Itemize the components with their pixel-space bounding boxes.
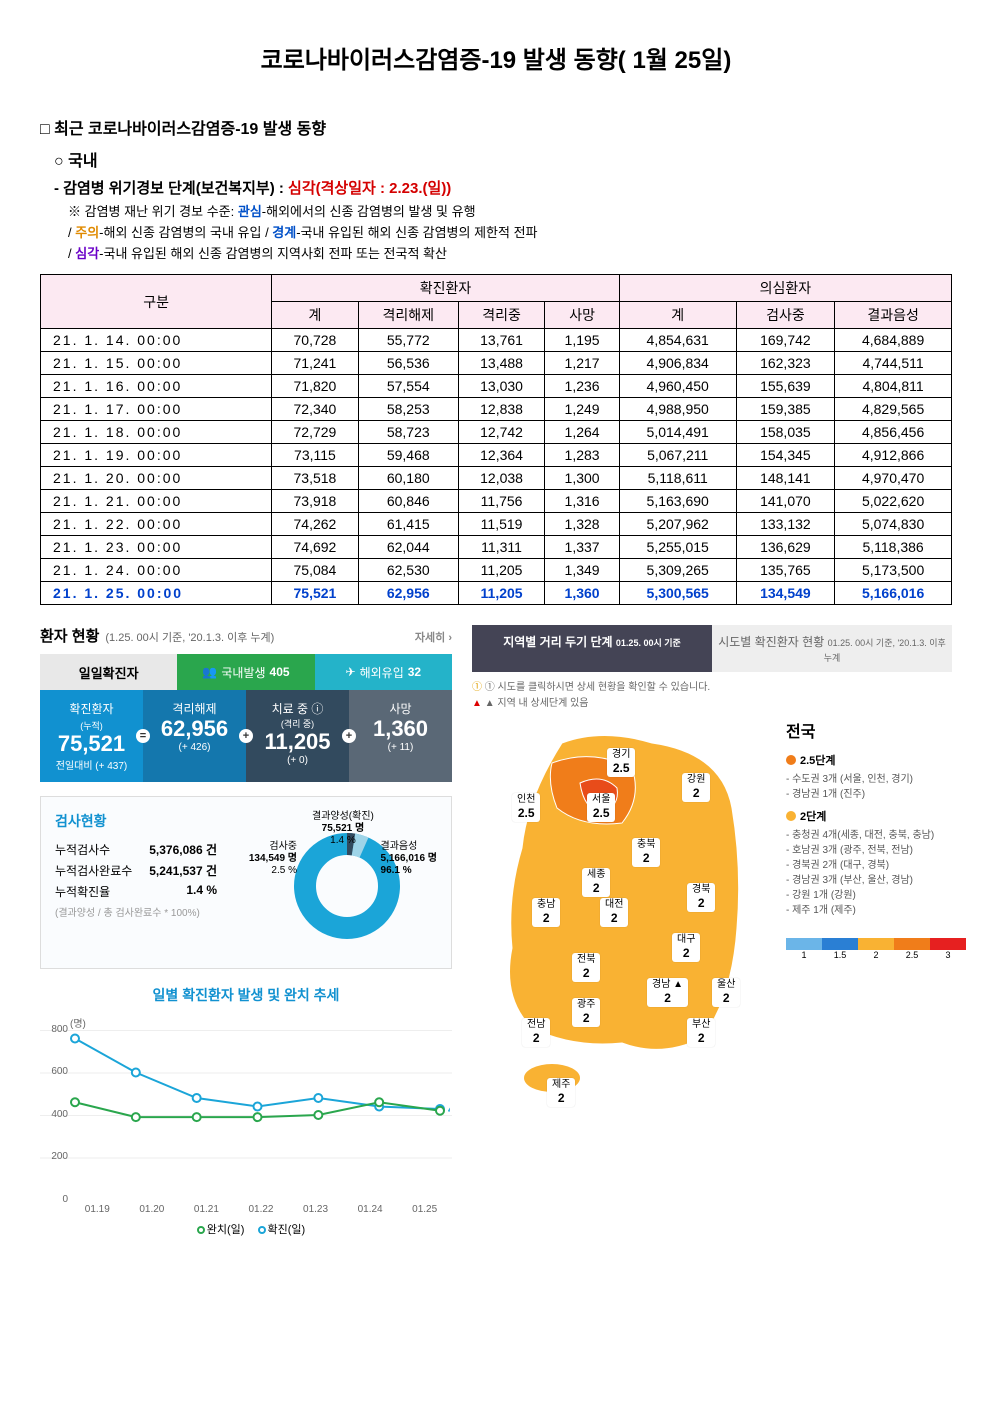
plus-icon: + bbox=[239, 729, 253, 743]
trend-panel: 일별 확진환자 발생 및 완치 추세 (명) 428 8006004002000… bbox=[40, 985, 452, 1237]
detail-link[interactable]: 자세히 › bbox=[415, 629, 452, 645]
trend-y-label: (명) bbox=[70, 1015, 452, 1030]
stat-confirmed: 확진환자 (누적) 75,521 전일대비 (+ 437) = bbox=[40, 690, 143, 781]
test-title: 검사현황 bbox=[55, 811, 217, 831]
tab-distancing[interactable]: 지역별 거리 두기 단계 01.25. 00시 기준 bbox=[472, 625, 712, 672]
legend-list-2: - 충청권 4개(세종, 대전, 충북, 충남)- 호남권 3개 (광주, 전북… bbox=[786, 828, 966, 918]
level-4: 심각 bbox=[75, 246, 99, 261]
level-4-desc: -국내 유입된 해외 신종 감염병의 지역사회 전파 또는 전국적 확산 bbox=[99, 246, 447, 261]
region-label[interactable]: 부산2 bbox=[687, 1018, 715, 1046]
daily-domestic: 👥 국내발생 405 bbox=[177, 654, 314, 690]
col-confirmed: 확진환자 bbox=[272, 275, 620, 302]
legend-cure-dot bbox=[197, 1226, 205, 1234]
alert-prefix: - 감염병 위기경보 단계(보건복지부) : bbox=[54, 180, 288, 197]
svg-text:428: 428 bbox=[448, 1104, 450, 1116]
col-deaths: 사망 bbox=[545, 302, 620, 329]
region-label[interactable]: 전남2 bbox=[522, 1018, 550, 1046]
section-heading: □ 최근 코로나바이러스감염증-19 발생 동향 bbox=[40, 115, 952, 139]
alert-level: 심각(격상일자 : 2.23.(일)) bbox=[288, 180, 451, 197]
col-total: 계 bbox=[272, 302, 359, 329]
trend-title: 일별 확진환자 발생 및 완치 추세 bbox=[40, 985, 452, 1005]
col-released: 격리해제 bbox=[358, 302, 458, 329]
region-label[interactable]: 경북2 bbox=[687, 883, 715, 911]
table-row: 21. 1. 22. 00:0074,26261,41511,5191,3285… bbox=[41, 513, 952, 536]
table-row: 21. 1. 18. 00:0072,72958,72312,7421,2645… bbox=[41, 421, 952, 444]
col-suspect-total: 계 bbox=[619, 302, 736, 329]
stat-released: 격리해제 62,956 (+ 426) + bbox=[143, 690, 246, 781]
region-label[interactable]: 서울2.5 bbox=[587, 793, 615, 821]
table-row: 21. 1. 15. 00:0071,24156,53613,4881,2174… bbox=[41, 352, 952, 375]
level-1-desc: -해외에서의 신종 감염병의 발생 및 유행 bbox=[262, 204, 476, 219]
col-isolated: 격리중 bbox=[458, 302, 545, 329]
legend-list-25: - 수도권 3개 (서울, 인천, 경기)- 경남권 1개 (진주) bbox=[786, 772, 966, 802]
table-row: 21. 1. 19. 00:0073,11559,46812,3641,2835… bbox=[41, 444, 952, 467]
donut-pos: 결과양성(확진)75,521 명1.4 % bbox=[312, 811, 374, 847]
region-label[interactable]: 세종2 bbox=[582, 868, 610, 896]
col-suspect: 의심환자 bbox=[619, 275, 951, 302]
daily-overseas: ✈ 해외유입 32 bbox=[315, 654, 452, 690]
legend-confirm-dot bbox=[258, 1226, 266, 1234]
region-label[interactable]: 전북2 bbox=[572, 953, 600, 981]
page-title: 코로나바이러스감염증-19 발생 동향( 1월 25일) bbox=[40, 40, 952, 75]
equals-icon: = bbox=[136, 729, 150, 743]
region-label[interactable]: 광주2 bbox=[572, 998, 600, 1026]
col-testing: 검사중 bbox=[736, 302, 835, 329]
map-notes: ① ① 시도를 클릭하시면 상세 현황을 확인할 수 있습니다. ▲ ▲ 지역 … bbox=[472, 680, 952, 712]
test-status-panel: 검사현황 누적검사수5,376,086 건 누적검사완료수5,241,537 건… bbox=[40, 796, 452, 969]
region-label[interactable]: 경남 ▲2 bbox=[647, 978, 688, 1006]
tab-regional[interactable]: 시도별 확진환자 현황 01.25. 00시 기준, '20.1.3. 이후 누… bbox=[712, 625, 952, 672]
table-row: 21. 1. 17. 00:0072,34058,25312,8381,2494… bbox=[41, 398, 952, 421]
plus-icon: + bbox=[342, 729, 356, 743]
level-1: 관심 bbox=[238, 204, 262, 219]
patient-title: 환자 현황 bbox=[40, 625, 99, 646]
map-tabs: 지역별 거리 두기 단계 01.25. 00시 기준 시도별 확진환자 현황 0… bbox=[472, 625, 952, 672]
table-row: 21. 1. 14. 00:0070,72855,77213,7611,1954… bbox=[41, 329, 952, 352]
level-2-desc: -해외 신종 감염병의 국내 유입 / bbox=[99, 225, 272, 240]
stat-treating: 치료 중 ⓘ (격리 중) 11,205 (+ 0) + bbox=[246, 690, 349, 781]
trend-legend: 완치(일) 확진(일) bbox=[40, 1221, 452, 1237]
legend-title: 전국 bbox=[786, 718, 966, 742]
domestic-heading: ○ 국내 bbox=[54, 147, 952, 171]
legend-dot-2 bbox=[786, 811, 796, 821]
region-label[interactable]: 충남2 bbox=[532, 898, 560, 926]
cases-table: 구분 확진환자 의심환자 계 격리해제 격리중 사망 계 검사중 결과음성 21… bbox=[40, 274, 952, 605]
alert-level-line: - 감염병 위기경보 단계(보건복지부) : 심각(격상일자 : 2.23.(일… bbox=[54, 177, 952, 198]
table-row: 21. 1. 21. 00:0073,91860,84611,7561,3165… bbox=[41, 490, 952, 513]
note-head: ※ 감염병 재난 위기 경보 수준: bbox=[68, 204, 234, 219]
level-3: 경계 bbox=[272, 225, 296, 240]
legend-dot-25 bbox=[786, 755, 796, 765]
region-label[interactable]: 강원2 bbox=[682, 773, 710, 801]
map-legend: 전국 2.5단계 - 수도권 3개 (서울, 인천, 경기)- 경남권 1개 (… bbox=[786, 718, 966, 1098]
test-note: (결과양성 / 총 검사완료수 * 100%) bbox=[55, 904, 217, 919]
table-row: 21. 1. 20. 00:0073,51860,18012,0381,3005… bbox=[41, 467, 952, 490]
patient-subtitle: (1.25. 00시 기준, '20.1.3. 이후 누계) bbox=[105, 629, 274, 645]
patient-panel-title: 환자 현황 (1.25. 00시 기준, '20.1.3. 이후 누계) 자세히… bbox=[40, 625, 452, 646]
donut-chart: 결과양성(확진)75,521 명1.4 % 검사중134,549 명2.5 % … bbox=[227, 811, 437, 954]
stat-deaths: 사망 1,360 (+ 11) bbox=[349, 690, 452, 781]
alert-note: ※ 감염병 재난 위기 경보 수준: 관심-해외에서의 신종 감염병의 발생 및… bbox=[68, 202, 952, 264]
region-label[interactable]: 인천2.5 bbox=[512, 793, 540, 821]
table-row: 21. 1. 24. 00:0075,08462,53011,2051,3495… bbox=[41, 559, 952, 582]
level-3-desc: -국내 유입된 해외 신종 감염병의 제한적 전파 bbox=[296, 225, 537, 240]
region-label[interactable]: 경기2.5 bbox=[607, 748, 635, 776]
region-label[interactable]: 대전2 bbox=[600, 898, 628, 926]
region-label[interactable]: 대구2 bbox=[672, 933, 700, 961]
table-row: 21. 1. 23. 00:0074,69262,04411,3111,3375… bbox=[41, 536, 952, 559]
level-2: 주의 bbox=[75, 225, 99, 240]
table-row: 21. 1. 16. 00:0071,82057,55413,0301,2364… bbox=[41, 375, 952, 398]
region-label[interactable]: 제주2 bbox=[547, 1078, 575, 1106]
region-label[interactable]: 울산2 bbox=[712, 978, 740, 1006]
region-label[interactable]: 충북2 bbox=[632, 838, 660, 866]
donut-test: 검사중134,549 명2.5 % bbox=[227, 841, 297, 877]
daily-label: 일일확진자 bbox=[40, 654, 177, 690]
col-negative: 결과음성 bbox=[835, 302, 952, 329]
col-category: 구분 bbox=[41, 275, 272, 329]
donut-neg: 결과음성5,166,016 명96.1 % bbox=[381, 841, 437, 877]
korea-map[interactable]: 경기2.5 강원2 인천2.5 서울2.5 충북2 세종2 경북2 충남2 대전2 대구2 전북2 경… bbox=[472, 718, 772, 1098]
table-row: 21. 1. 25. 00:0075,52162,95611,2051,3605… bbox=[41, 582, 952, 605]
